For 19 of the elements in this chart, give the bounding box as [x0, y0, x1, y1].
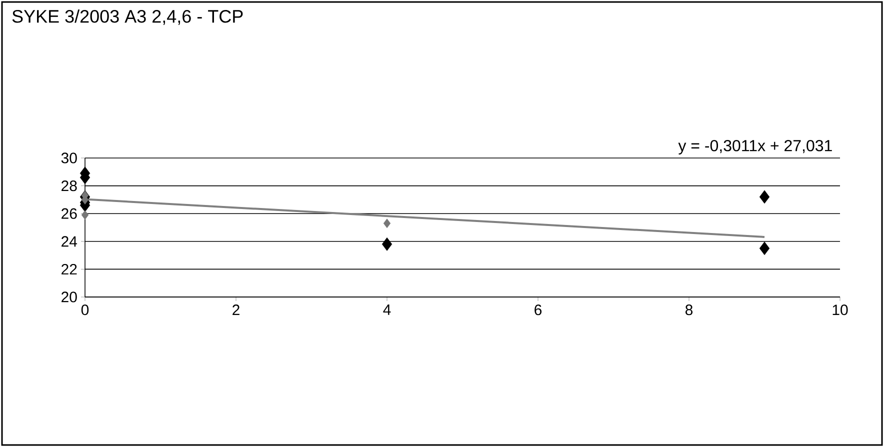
text: y = -0,3011x + 27,031: [678, 140, 832, 154]
y-tick-label: 26: [62, 208, 77, 219]
x-tick-label: 2: [232, 304, 240, 316]
point: [382, 237, 392, 251]
y-tick-label: 24: [62, 236, 78, 247]
point: [759, 190, 770, 204]
point: [383, 218, 391, 228]
y-tick-label: 30: [61, 152, 77, 164]
x-tick-label: 4: [383, 304, 391, 315]
x-tick-label: 0: [81, 304, 89, 316]
chart-title: SYKE 3/2003 A3 2,4,6 - TCP: [12, 10, 243, 25]
x-tick-label: 6: [534, 304, 542, 316]
point: [759, 242, 770, 256]
y-tick-label: 20: [62, 292, 77, 302]
point: [81, 210, 89, 220]
y-tick-label: 22: [62, 264, 77, 274]
x-tick-label: 8: [685, 304, 693, 316]
y-tick-label: 28: [62, 180, 77, 192]
x-tick-label: 10: [832, 304, 848, 316]
